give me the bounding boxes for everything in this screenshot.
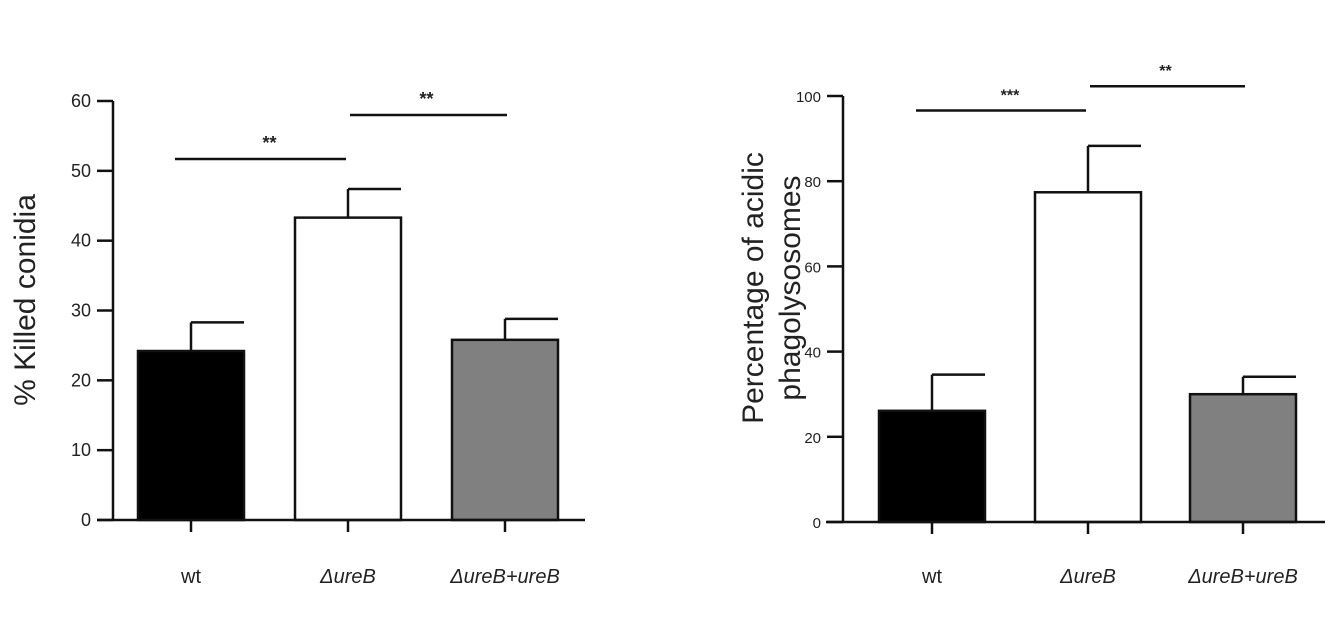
significance-label: *** xyxy=(1001,87,1020,104)
y-tick-label: 40 xyxy=(804,345,821,362)
y-tick-label: 20 xyxy=(71,370,91,390)
y-tick-label: 20 xyxy=(804,430,821,447)
bar-0 xyxy=(136,349,246,522)
category-label: wt xyxy=(921,566,942,588)
significance-label: ** xyxy=(262,133,276,153)
category-label: ΔureB+ureB xyxy=(449,566,560,588)
y-tick-label: 40 xyxy=(71,231,91,251)
bar-1 xyxy=(293,216,403,522)
chart-killed-conidia: wt ΔureB ΔureB+ureB 0 10 20 30 40 50 60 % Killed c… xyxy=(9,89,585,588)
bar-2 xyxy=(1188,392,1298,524)
y-tick-label: 60 xyxy=(71,91,91,111)
y-tick-label: 60 xyxy=(804,259,821,276)
significance-label: ** xyxy=(1159,63,1172,80)
category-label: ΔureB xyxy=(319,566,376,588)
y-axis-label: phagolysosomes xyxy=(774,175,807,400)
category-label: wt xyxy=(180,566,201,588)
category-label: ΔureB xyxy=(1059,566,1116,588)
y-tick-label: 100 xyxy=(796,89,821,106)
category-label: ΔureB+ureB xyxy=(1187,566,1298,588)
y-axis-label: Percentage of acidic xyxy=(737,152,770,424)
bar-2 xyxy=(450,338,560,522)
y-axis-label: % Killed conidia xyxy=(9,194,42,406)
y-tick-label: 80 xyxy=(804,174,821,191)
y-tick-label: 0 xyxy=(813,515,821,532)
y-tick-label: 30 xyxy=(71,301,91,321)
bar-0 xyxy=(877,409,987,524)
y-tick-label: 0 xyxy=(81,510,91,530)
y-tick-label: 50 xyxy=(71,161,91,181)
bar-1 xyxy=(1033,191,1143,524)
chart-acidic-phagolysosomes: wt ΔureB ΔureB+ureB 0 20 40 60 80 100 Percentage … xyxy=(737,63,1325,588)
y-tick-label: 10 xyxy=(71,440,91,460)
significance-label: ** xyxy=(419,89,433,109)
